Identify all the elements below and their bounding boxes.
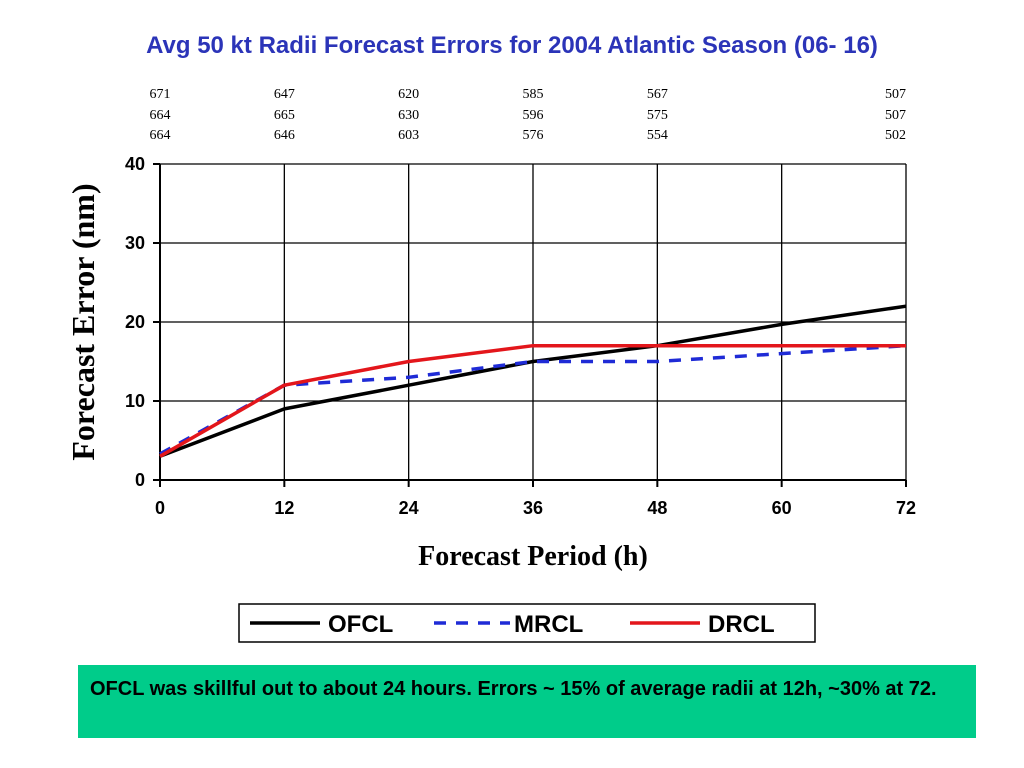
legend-label-ofcl: OFCL [328, 611, 393, 638]
x-tick-label: 48 [647, 498, 667, 518]
y-tick-label: 0 [135, 470, 145, 490]
series-line-drcl [159, 343, 906, 458]
x-tick-label: 72 [896, 498, 916, 518]
case-count-table: 671 647 620 585 567 507 664 665 630 596 575 507 664 6… [150, 87, 907, 143]
x-tick-label: 36 [523, 498, 543, 518]
y-tick-label: 40 [125, 154, 145, 174]
case-count: 620 [398, 87, 419, 102]
case-count: 596 [523, 108, 544, 123]
x-tick-label: 60 [772, 498, 792, 518]
y-tick-label: 20 [125, 312, 145, 332]
y-axis-label: Forecast Error (nm) [65, 183, 101, 460]
case-count: 507 [885, 87, 906, 102]
legend-label-mrcl: MRCL [514, 611, 583, 638]
x-tick-label: 0 [155, 498, 165, 518]
series-line-ofcl [159, 304, 907, 458]
x-tick-labels: 0 12 24 36 48 60 72 [155, 498, 916, 518]
note-text: OFCL was skillful out to about 24 hours.… [90, 678, 937, 700]
case-count: 502 [885, 128, 906, 143]
axes [153, 163, 907, 487]
y-tick-labels: 0 10 20 30 40 [125, 154, 145, 490]
case-count: 646 [274, 128, 295, 143]
case-count: 647 [274, 87, 295, 102]
case-count: 630 [398, 108, 419, 123]
case-count: 576 [523, 128, 544, 143]
case-count: 671 [150, 87, 171, 102]
case-count: 554 [647, 128, 668, 143]
case-count: 603 [398, 128, 419, 143]
series-lines [159, 304, 907, 458]
x-tick-label: 12 [274, 498, 294, 518]
case-count: 567 [647, 87, 668, 102]
y-tick-label: 30 [125, 233, 145, 253]
case-count: 585 [523, 87, 544, 102]
case-count: 507 [885, 108, 906, 123]
case-count: 575 [647, 108, 668, 123]
note-box: OFCL was skillful out to about 24 hours.… [78, 665, 976, 738]
x-axis-label: Forecast Period (h) [418, 541, 648, 572]
y-tick-label: 10 [125, 391, 145, 411]
case-count: 665 [274, 108, 295, 123]
x-tick-label: 24 [399, 498, 419, 518]
case-count: 664 [150, 128, 171, 143]
case-count: 664 [150, 108, 171, 123]
legend-label-drcl: DRCL [708, 611, 775, 638]
chart-title: Avg 50 kt Radii Forecast Errors for 2004… [146, 32, 878, 59]
legend: OFCL MRCL DRCL [238, 603, 816, 643]
line-chart: 671 647 620 585 567 507 664 665 630 596 575 507 664 6… [65, 87, 916, 643]
legend-box [238, 603, 816, 643]
